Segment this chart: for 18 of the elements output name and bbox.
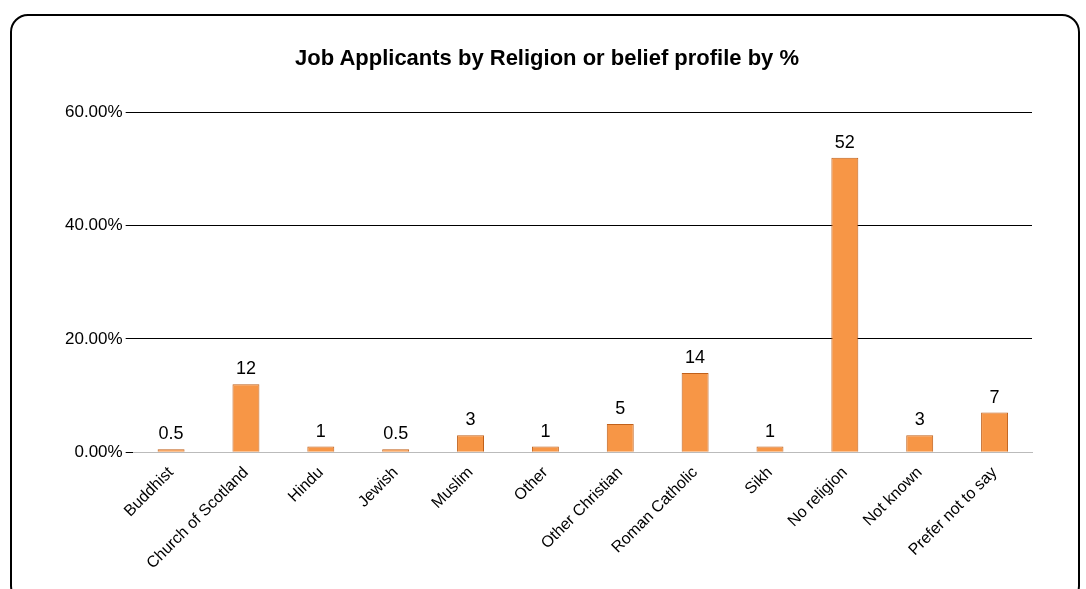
- x-tick-label: Sikh: [741, 463, 776, 498]
- data-label: 7: [989, 386, 1000, 407]
- y-tick-label: 20.00%: [64, 328, 123, 348]
- y-tick-label: 60.00%: [64, 102, 123, 122]
- data-label: 5: [615, 397, 626, 418]
- y-tick-label: 0.00%: [74, 441, 123, 461]
- data-label: 3: [465, 409, 476, 430]
- data-label: 1: [764, 420, 775, 441]
- y-tick-label: 40.00%: [64, 215, 123, 235]
- data-label: 3: [914, 409, 925, 430]
- data-label: 14: [685, 346, 706, 367]
- data-label: 1: [315, 420, 326, 441]
- data-label: 1: [540, 420, 551, 441]
- data-label: 12: [235, 358, 256, 379]
- data-label: 52: [834, 131, 855, 152]
- data-label: 0.5: [383, 423, 409, 444]
- chart-title: Job Applicants by Religion or belief profile by %: [294, 45, 800, 71]
- data-label: 0.5: [158, 423, 184, 444]
